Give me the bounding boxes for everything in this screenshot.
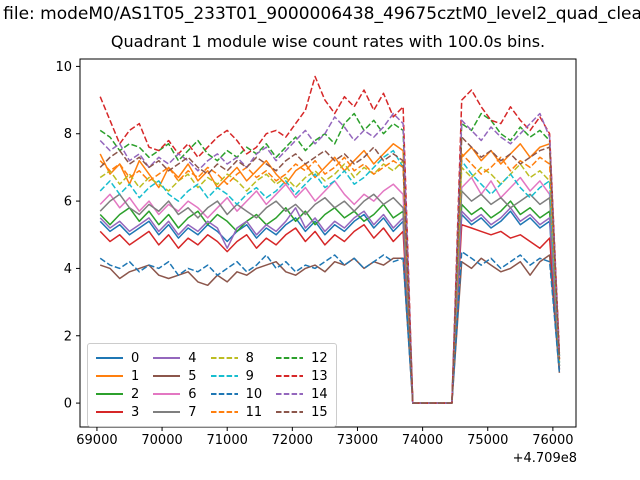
legend-entry-4: 4 bbox=[153, 350, 197, 366]
legend-entry-3: 3 bbox=[96, 406, 139, 419]
series-line-11 bbox=[99, 153, 561, 404]
legend-entry-7: 7 bbox=[153, 404, 197, 420]
y-tick-label: 10 bbox=[55, 60, 72, 75]
x-tick-label: 74000 bbox=[402, 433, 443, 448]
x-tick-label: 72000 bbox=[272, 433, 313, 448]
legend-label: 0 bbox=[131, 350, 140, 366]
legend-entry-5: 5 bbox=[153, 368, 197, 384]
series-line-6 bbox=[99, 176, 561, 404]
legend-label: 14 bbox=[311, 386, 328, 402]
series-line-7 bbox=[99, 190, 561, 404]
legend-label: 3 bbox=[131, 404, 140, 420]
legend-entry-2: 2 bbox=[96, 388, 139, 401]
series-line-9 bbox=[99, 149, 561, 404]
legend-entry-13: 13 bbox=[276, 370, 328, 383]
legend-label: 13 bbox=[311, 368, 328, 384]
legend-entry-6: 6 bbox=[153, 386, 197, 402]
legend-entry-12: 12 bbox=[276, 352, 328, 365]
series-line-12 bbox=[99, 112, 561, 404]
series-line-10 bbox=[99, 250, 561, 404]
legend-label: 4 bbox=[188, 350, 197, 366]
x-tick-label: 71000 bbox=[207, 433, 248, 448]
legend-entry-15: 15 bbox=[276, 406, 328, 419]
series-line-1 bbox=[99, 143, 561, 404]
series-line-14 bbox=[99, 112, 561, 404]
legend-label: 11 bbox=[245, 404, 263, 420]
legend-line-sample bbox=[153, 357, 181, 359]
y-tick-label: 0 bbox=[64, 397, 72, 412]
legend-label: 10 bbox=[245, 386, 263, 402]
legend-label: 9 bbox=[245, 368, 254, 384]
axes-title: Quadrant 1 module wise count rates with … bbox=[110, 32, 546, 51]
x-tick-label: 75000 bbox=[467, 433, 508, 448]
legend-label: 6 bbox=[188, 386, 197, 402]
legend-label: 15 bbox=[311, 404, 328, 420]
legend-entry-0: 0 bbox=[96, 352, 139, 365]
y-tick-label: 8 bbox=[64, 127, 72, 142]
legend-line-sample bbox=[96, 357, 123, 359]
series-line-8 bbox=[99, 159, 561, 404]
legend-line-sample bbox=[276, 357, 304, 359]
legend-line-sample bbox=[153, 375, 181, 377]
legend-line-sample bbox=[96, 393, 123, 395]
legend-line-sample bbox=[153, 393, 181, 395]
legend-entry-8: 8 bbox=[210, 350, 263, 366]
legend-line-sample bbox=[210, 411, 238, 413]
x-tick-label: 76000 bbox=[532, 433, 573, 448]
axes-frame bbox=[79, 58, 577, 428]
legend: 0 1 2 3 4 5 6 7 8 9 10 11 12 13 14 15 bbox=[87, 343, 337, 427]
series-line-3 bbox=[99, 223, 561, 404]
legend-label: 7 bbox=[188, 404, 197, 420]
series-line-13 bbox=[99, 75, 561, 404]
legend-label: 1 bbox=[131, 368, 140, 384]
legend-entry-1: 1 bbox=[96, 370, 139, 383]
x-tick-label: 70000 bbox=[141, 433, 182, 448]
legend-line-sample bbox=[96, 375, 123, 377]
legend-entry-9: 9 bbox=[210, 368, 263, 384]
y-tick-label: 6 bbox=[64, 195, 72, 210]
legend-entry-10: 10 bbox=[210, 386, 263, 402]
legend-line-sample bbox=[276, 393, 304, 395]
legend-line-sample bbox=[210, 393, 238, 395]
legend-entry-14: 14 bbox=[276, 388, 328, 401]
legend-line-sample bbox=[153, 411, 181, 413]
legend-label: 2 bbox=[131, 386, 140, 402]
legend-label: 12 bbox=[311, 350, 328, 366]
legend-label: 5 bbox=[188, 368, 197, 384]
series-line-0 bbox=[99, 210, 561, 404]
x-tick-label: 73000 bbox=[337, 433, 378, 448]
series-line-4 bbox=[99, 207, 561, 404]
series-line-15 bbox=[99, 136, 561, 404]
series-line-5 bbox=[99, 254, 561, 404]
legend-line-sample bbox=[210, 357, 238, 359]
y-tick-label: 4 bbox=[64, 262, 72, 277]
legend-line-sample bbox=[276, 375, 304, 377]
figure-title: a file: modeM0/AS1T05_233T01_9000006438_… bbox=[0, 4, 640, 24]
series-line-2 bbox=[99, 200, 561, 404]
legend-line-sample bbox=[210, 375, 238, 377]
x-tick-label: 69000 bbox=[76, 433, 117, 448]
x-axis-offset-label: +4.709e8 bbox=[512, 451, 577, 466]
legend-label: 8 bbox=[245, 350, 254, 366]
y-tick-label: 2 bbox=[64, 329, 72, 344]
legend-line-sample bbox=[276, 411, 304, 413]
legend-entry-11: 11 bbox=[210, 404, 263, 420]
legend-line-sample bbox=[96, 411, 123, 413]
